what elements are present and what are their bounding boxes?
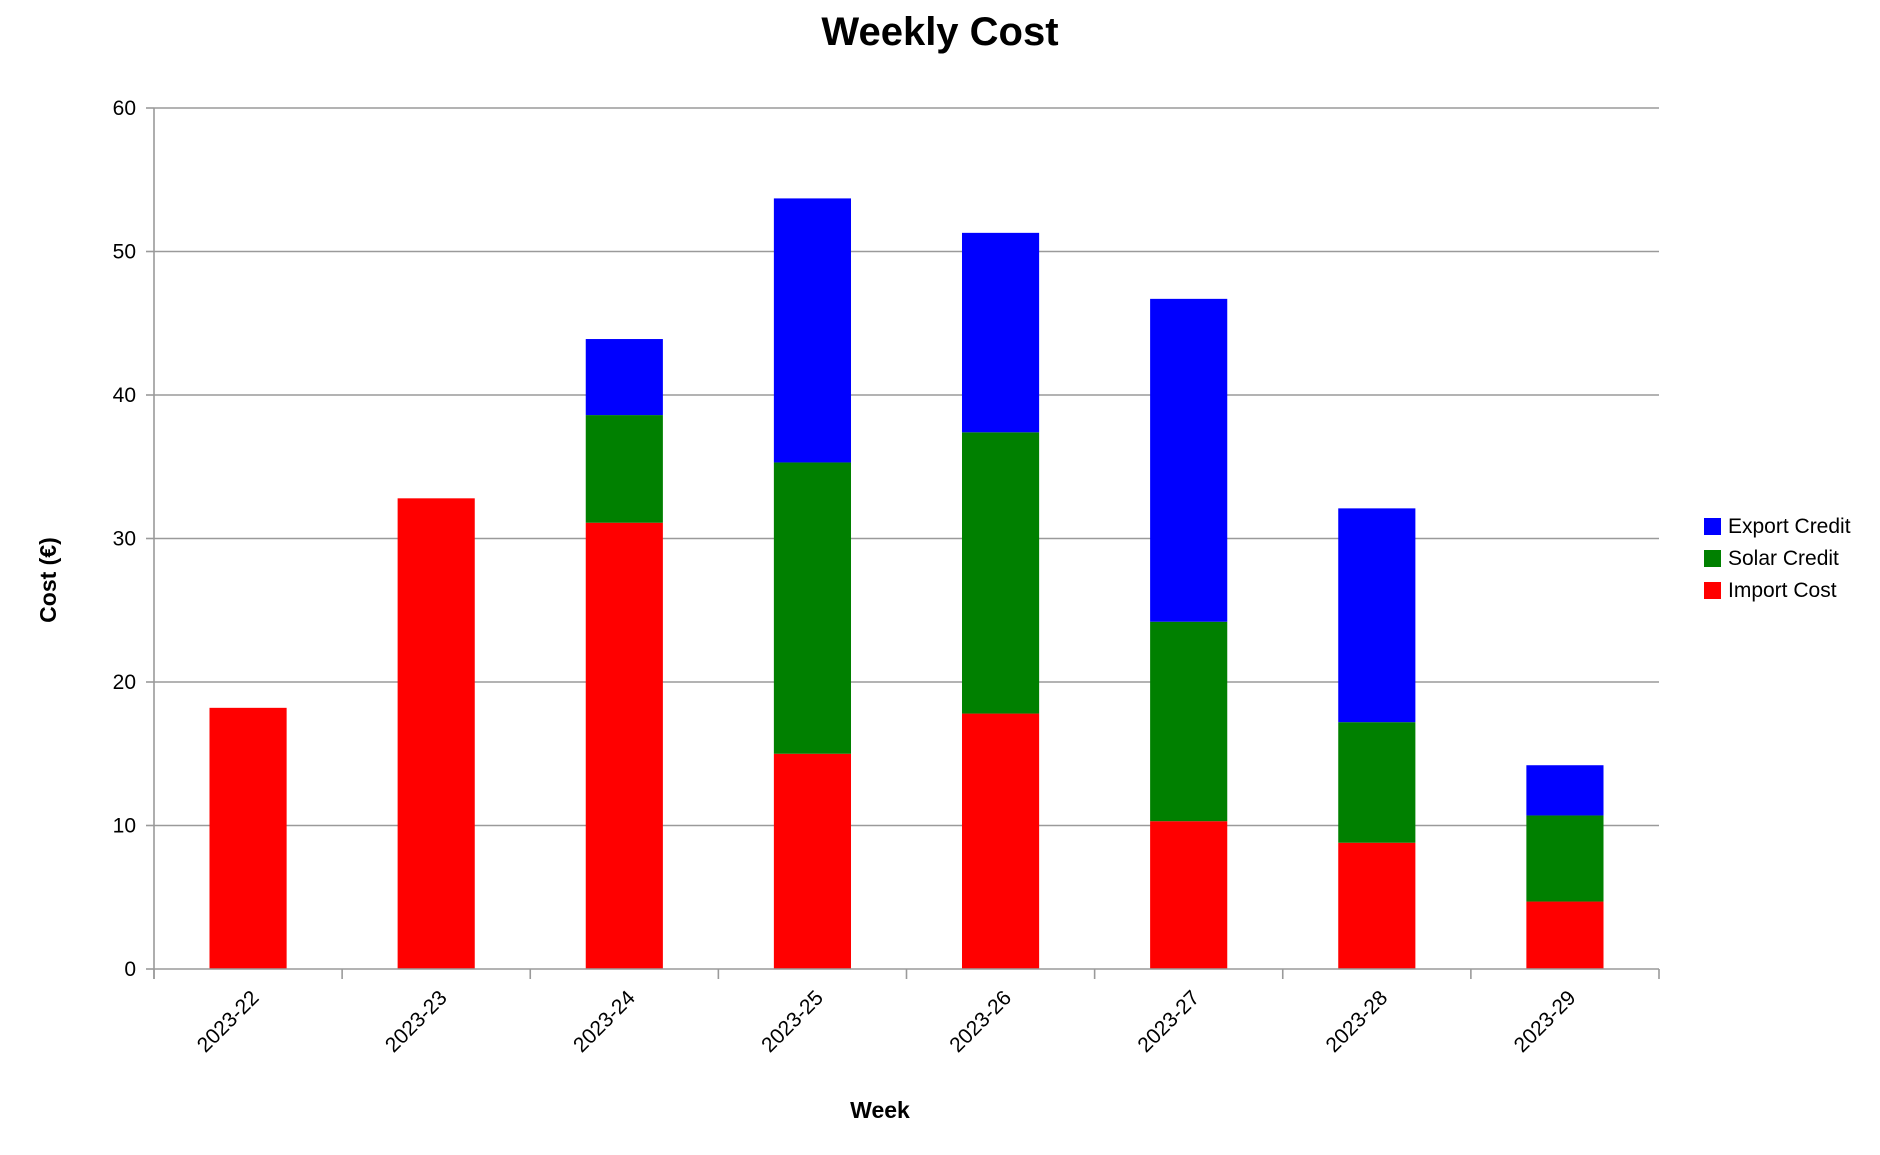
legend-label: Solar Credit (1728, 547, 1839, 570)
y-tick-label: 50 (113, 241, 136, 264)
legend-label: Export Credit (1728, 515, 1851, 538)
bar-solar-credit-2023-26 (961, 432, 1040, 714)
y-tick-label: 0 (124, 958, 136, 981)
legend-swatch (1704, 582, 1721, 599)
bar-export-credit-2023-24 (585, 339, 663, 416)
legend-swatch (1704, 518, 1721, 535)
x-axis-title: Week (850, 1097, 910, 1123)
bar-import-cost-2023-26 (961, 713, 1040, 969)
bar-solar-credit-2023-24 (585, 415, 663, 523)
y-tick-label: 40 (113, 384, 136, 407)
bar-export-credit-2023-28 (1338, 508, 1416, 723)
bar-import-cost-2023-28 (1338, 842, 1416, 969)
y-tick-label: 60 (113, 97, 136, 120)
x-tick-label: 2023-27 (1133, 986, 1204, 1057)
bar-import-cost-2023-22 (209, 707, 287, 969)
x-tick-label: 2023-29 (1510, 986, 1581, 1057)
bar-solar-credit-2023-29 (1526, 815, 1604, 902)
legend: Export Credit Solar Credit Import Cost (1704, 515, 1851, 602)
bar-solar-credit-2023-28 (1338, 722, 1416, 843)
x-tick-label: 2023-26 (945, 986, 1016, 1057)
y-tick-label: 30 (113, 528, 136, 551)
bar-solar-credit-2023-27 (1150, 621, 1228, 822)
bar-import-cost-2023-23 (397, 498, 475, 969)
x-tick-label: 2023-23 (381, 986, 452, 1057)
bar-export-credit-2023-27 (1150, 298, 1228, 622)
axes: 0 10 20 30 40 50 60 2023-22 2023-23 2023-24 2023-2… (113, 97, 1660, 1057)
y-tick-label: 20 (113, 671, 136, 694)
gridlines (154, 107, 1659, 827)
x-tick-label: 2023-25 (757, 986, 828, 1057)
legend-label: Import Cost (1728, 579, 1837, 602)
y-tick-label: 10 (113, 815, 136, 838)
chart-title: Weekly Cost (821, 10, 1058, 54)
x-tick-label: 2023-28 (1322, 986, 1393, 1057)
bar-import-cost-2023-29 (1526, 901, 1604, 969)
x-tick-label: 2023-22 (193, 986, 264, 1057)
bar-import-cost-2023-24 (585, 522, 663, 969)
bar-solar-credit-2023-25 (773, 462, 852, 754)
y-axis-title: Cost (€) (35, 537, 61, 623)
bars (209, 198, 1604, 969)
bar-import-cost-2023-25 (773, 753, 852, 969)
bar-export-credit-2023-29 (1526, 765, 1604, 816)
legend-swatch (1704, 550, 1721, 567)
bar-export-credit-2023-26 (961, 232, 1040, 433)
bar-import-cost-2023-27 (1150, 821, 1228, 969)
bar-export-credit-2023-25 (773, 198, 852, 463)
x-tick-label: 2023-24 (569, 986, 640, 1057)
